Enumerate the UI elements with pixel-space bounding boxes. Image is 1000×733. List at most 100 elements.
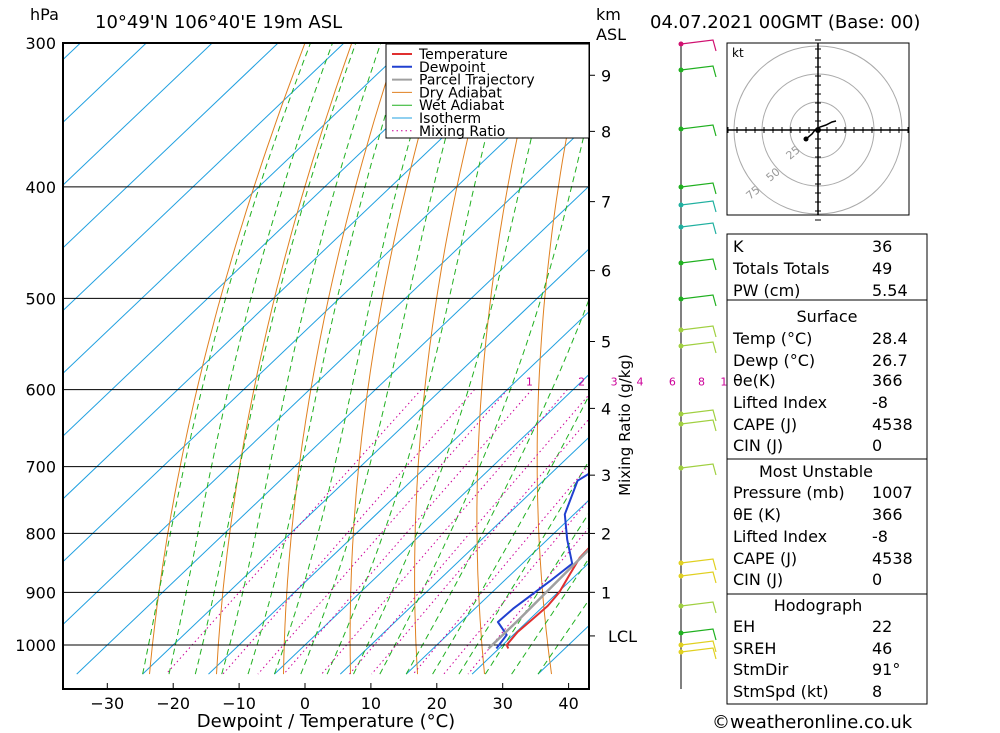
hodo-value-sreh: 46 [872,639,892,658]
surface-value-dewp: 26.7 [872,351,908,370]
background-lines [63,43,1000,675]
wind-barb [680,124,717,137]
pressure-axis: 300 400 500 600 700 800 900 1000 [15,34,56,655]
mixing-ratio-label: 3 [611,376,618,389]
km-tick-label: 1 [601,583,611,602]
wind-barb [680,341,717,354]
isotherm-line [63,43,543,500]
km-unit-label: km [596,5,621,24]
km-tick-label: LCL [608,627,637,646]
surface-label-thetae: θe(K) [733,371,776,390]
datetime-label: 04.07.2021 00GMT (Base: 00) [650,12,920,33]
mixing-ratio-line [165,389,422,675]
dry-adiabat-line [149,43,306,675]
skewt-plot: 12346810152025 3004005006007008009001000… [15,34,1000,732]
hodo-label-sreh: SREH [733,639,776,658]
wet-adiabat-line [379,111,589,675]
temperature-axis: −30 −20 −10 0 10 20 30 40 [90,683,579,713]
dry-adiabat-line [414,43,493,675]
pressure-tick-label: 600 [25,381,56,400]
mu-value-pressure: 1007 [872,483,913,502]
km-tick-label: 5 [601,333,611,352]
mixing-ratio-line [283,389,533,675]
legend-label: Parcel Trajectory [419,73,535,89]
mixing-ratio-line [257,389,508,675]
wet-adiabat-line [353,43,555,675]
isotherm-line [405,499,589,675]
mixing-ratio-axis-title: Mixing Ratio (g/kg) [616,354,634,496]
wind-barb [680,409,717,422]
mixing-ratio-line [443,498,589,675]
x-axis-title: Dewpoint / Temperature (°C) [197,711,455,732]
wind-barb [680,463,717,476]
surface-label-cape: CAPE (J) [733,415,797,434]
hodo-value-stmspd: 8 [872,682,882,701]
index-value-pw: 5.54 [872,281,908,300]
legend-box [385,43,590,139]
legend-label: Dewpoint [419,60,486,76]
wind-barb [680,294,717,307]
surface-value-cape: 4538 [872,415,913,434]
mixing-ratio-label: 6 [669,376,676,389]
indices-box [726,233,928,301]
wet-adiabat-line [432,394,589,675]
wet-adiabat-line [221,43,382,675]
hodo-label-stmspd: StmSpd (kt) [733,682,829,701]
isotherm-line [63,43,345,312]
wet-adiabat-line [273,43,439,675]
hodo-value-eh: 22 [872,617,892,636]
hodograph-unit: kt [732,46,744,60]
hodograph-stats-box [726,593,928,705]
surface-label-dewp: Dewp (°C) [733,351,815,370]
mixing-ratio-line [371,418,589,675]
hodograph-ticks [727,39,909,221]
isotherm-line [63,43,477,437]
parcel-trajectory-line [487,547,589,650]
isotherm-line [76,185,589,675]
km-tick-label: 4 [601,399,611,418]
pressure-gridlines [63,43,589,646]
wet-adiabat-line [168,43,333,675]
dry-adiabat-line [959,43,1000,674]
mu-value-cin: 0 [872,570,882,589]
wind-barb [680,200,717,213]
mu-label-pressure: Pressure (mb) [733,483,845,502]
legend-label: Dry Adiabat [419,85,502,101]
wet-adiabat-line [194,43,357,675]
pressure-tick-label: 300 [25,34,56,53]
isotherm-line [63,43,147,124]
dry-adiabat-line [536,43,586,675]
surface-label-li: Lifted Index [733,393,827,412]
surface-value-temp: 28.4 [872,329,908,348]
wet-adiabat-line [142,43,311,675]
hodograph-stats-heading: Hodograph [774,596,863,615]
isotherm-line [63,122,589,626]
mixing-ratio-label: 1 [526,376,533,389]
mu-label-thetae: θE (K) [733,505,781,524]
temperature-line [505,546,589,649]
hodo-label-eh: EH [733,617,755,636]
isotherm-line [63,60,589,563]
dry-adiabat-line [476,43,540,675]
wind-barb [680,419,717,432]
index-label-k: K [733,237,744,256]
isotherm-line [63,43,411,375]
mixing-ratio-label: 2 [578,376,585,389]
wet-adiabat-line [405,298,589,675]
hodograph: kt 25 50 75 [726,39,910,221]
mixing-ratio-line [222,389,475,675]
hodo-value-stmdir: 91° [872,660,900,679]
mixing-ratio-label: 4 [636,376,643,389]
dry-adiabat-line [216,43,353,675]
isotherm-line [63,43,279,249]
pressure-unit-label: hPa [30,5,59,24]
isotherm-line [63,43,213,186]
isotherm-line [63,43,81,61]
mu-label-li: Lifted Index [733,527,827,546]
surface-label-temp: Temp (°C) [732,329,812,348]
surface-value-cin: 0 [872,436,882,455]
km-tick-label: 2 [601,524,611,543]
x-tick-label: −20 [156,694,190,713]
